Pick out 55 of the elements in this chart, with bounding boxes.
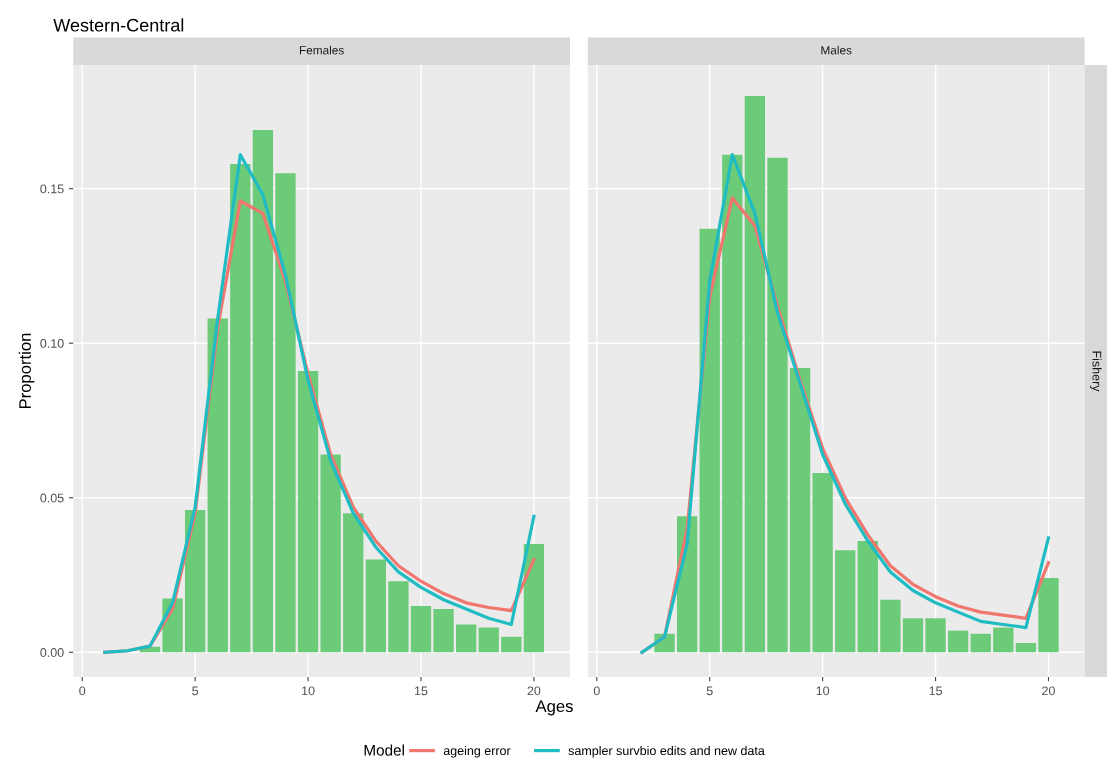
- bar: [947, 630, 969, 653]
- bar: [699, 228, 720, 653]
- y-tick-label: 0.10: [40, 339, 64, 348]
- text: Fishery: [1089, 351, 1102, 392]
- y-tick-label: 0.15: [40, 184, 64, 194]
- x-tick-label: 0: [79, 686, 86, 696]
- x-tick-label: 0: [593, 686, 600, 696]
- chart-title: Females: [299, 45, 344, 55]
- bar: [275, 173, 296, 653]
- bar: [388, 581, 409, 653]
- bar: [478, 627, 499, 653]
- bar: [252, 129, 274, 653]
- bar: [902, 618, 924, 653]
- x-axis-title: Ages: [535, 700, 573, 716]
- x-tick-label: 15: [414, 686, 428, 696]
- y-axis-title: Proportion: [18, 333, 35, 409]
- bar: [433, 609, 454, 653]
- bar: [812, 473, 833, 653]
- bar: [970, 633, 991, 653]
- bar: [880, 599, 901, 653]
- x-tick-label: 5: [192, 686, 199, 696]
- bar: [1015, 643, 1037, 653]
- bar: [320, 454, 341, 653]
- bar: [835, 550, 856, 653]
- bar: [455, 624, 477, 653]
- x-tick-label: 5: [706, 686, 713, 696]
- x-tick-label: 20: [1042, 686, 1055, 696]
- y-tick-label: 0.00: [40, 648, 64, 657]
- bar: [925, 618, 946, 653]
- bar: [1038, 578, 1059, 653]
- bar: [722, 154, 743, 653]
- bar: [857, 541, 878, 653]
- bar: [184, 510, 206, 653]
- chart-title: Males: [821, 45, 852, 55]
- bar: [789, 367, 811, 653]
- bar: [365, 559, 386, 653]
- y-tick-label: 0.05: [40, 493, 64, 503]
- bar: [523, 544, 545, 653]
- legend-label: sampler survbio edits and new data: [568, 745, 765, 758]
- legend-label: ageing error: [443, 745, 511, 758]
- bar: [410, 605, 432, 653]
- bar: [767, 157, 788, 653]
- bar: [744, 95, 766, 653]
- bar: [993, 627, 1014, 653]
- bar: [297, 371, 319, 653]
- legend-title: Model: [364, 744, 404, 756]
- text: Western-Central: [53, 18, 184, 32]
- x-tick-label: 20: [527, 686, 541, 696]
- x-tick-label: 10: [302, 686, 315, 696]
- bar: [230, 163, 251, 653]
- x-tick-label: 10: [816, 686, 830, 696]
- bar: [343, 513, 364, 653]
- bar: [207, 318, 228, 653]
- bar: [501, 636, 522, 653]
- x-tick-label: 15: [929, 686, 942, 696]
